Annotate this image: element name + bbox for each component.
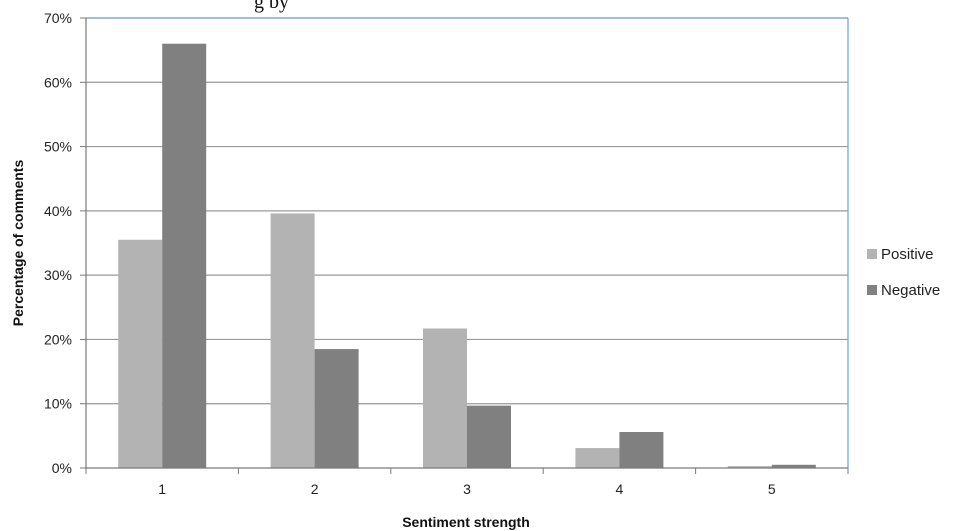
bar-negative-2 <box>314 349 359 468</box>
y-tick-label: 30% <box>44 267 72 283</box>
bar-negative-1 <box>162 43 207 468</box>
bar-positive-1 <box>118 239 163 468</box>
y-tick-label: 20% <box>44 331 72 347</box>
legend-swatch-positive <box>867 249 877 259</box>
y-axis-title: Percentage of comments <box>10 160 26 327</box>
legend: Positive Negative <box>867 246 940 299</box>
bar-positive-2 <box>270 213 315 468</box>
bar-negative-3 <box>467 405 511 468</box>
bar-negative-5 <box>771 464 816 468</box>
y-tick-label: 40% <box>44 203 72 219</box>
y-tick-labels: 0% 10% 20% 30% 40% 50% 60% 70% <box>44 10 72 476</box>
clipped-header-text: g by <box>254 0 289 13</box>
x-tick-label: 1 <box>158 481 166 497</box>
x-tick-label: 2 <box>311 481 319 497</box>
y-tick-label: 60% <box>44 74 72 90</box>
y-tick-label: 0% <box>52 460 72 476</box>
y-tick-label: 50% <box>44 139 72 155</box>
x-tick-label: 5 <box>768 481 776 497</box>
bars <box>118 43 816 468</box>
legend-swatch-negative <box>867 285 877 295</box>
axes <box>80 17 849 474</box>
x-tick-label: 3 <box>463 481 471 497</box>
y-tick-label: 70% <box>44 10 72 26</box>
x-tick-labels: 1 2 3 4 5 <box>158 481 776 497</box>
bar-positive-5 <box>727 466 772 468</box>
legend-label-positive: Positive <box>881 246 934 263</box>
x-tick-label: 4 <box>616 481 624 497</box>
bar-positive-4 <box>575 448 620 468</box>
y-tick-label: 10% <box>44 396 72 412</box>
bar-positive-3 <box>423 328 467 468</box>
x-axis-title: Sentiment strength <box>402 514 530 530</box>
bar-negative-4 <box>619 432 664 468</box>
legend-label-negative: Negative <box>881 282 940 299</box>
